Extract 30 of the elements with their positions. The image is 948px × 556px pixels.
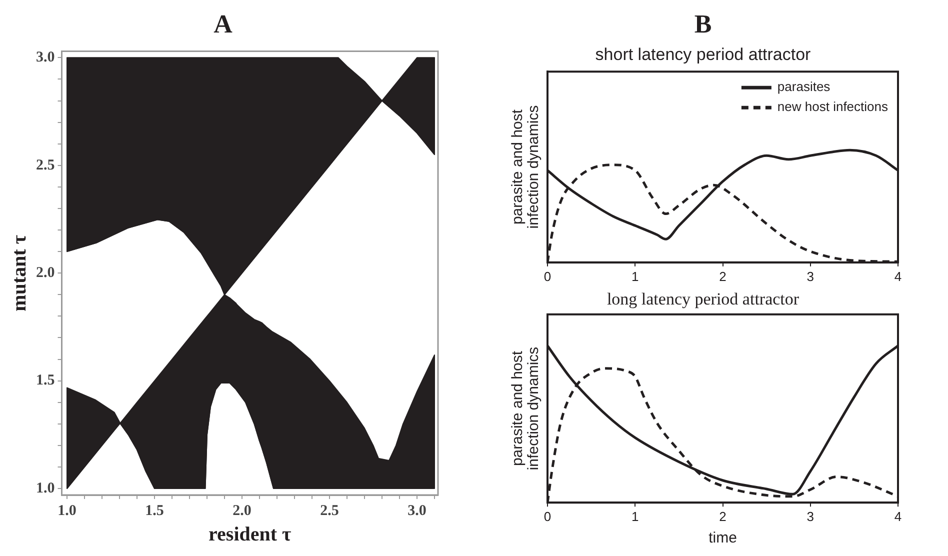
y-axis-title: mutant τ — [8, 234, 31, 312]
chart-title: A — [214, 9, 233, 38]
x-tick-label: 1 — [632, 268, 639, 284]
y-tick-label: 2.5 — [36, 157, 55, 174]
y-axis-title: parasite and host infection dynamics — [509, 346, 542, 470]
x-tick-label: 2 — [719, 509, 726, 524]
chart-title: long latency period attractor — [606, 290, 800, 309]
x-tick-label: 0 — [544, 268, 552, 284]
x-tick-label: 2 — [719, 268, 726, 284]
legend-label: new host infections — [777, 99, 888, 114]
x-tick-label: 0 — [544, 509, 552, 524]
x-tick-label: 1.0 — [58, 502, 76, 519]
x-tick-label: 1 — [632, 509, 639, 524]
x-tick-label: 3.0 — [408, 502, 426, 519]
x-tick-label: 4 — [894, 268, 902, 284]
y-tick-label: 1.0 — [36, 480, 55, 496]
y-axis-title: parasite and host infection dynamics — [509, 105, 542, 229]
x-tick-label: 3 — [806, 268, 814, 284]
legend-label: parasites — [777, 79, 831, 94]
x-tick-label: 2.5 — [320, 502, 339, 519]
x-tick-label: 3 — [806, 509, 814, 524]
x-tick-label: 1.5 — [145, 502, 164, 519]
chart-title: B — [694, 9, 712, 38]
x-axis-title: time — [708, 529, 737, 546]
y-tick-label: 1.5 — [36, 372, 55, 389]
x-axis-title: resident τ — [208, 524, 292, 546]
x-tick-label: 2.0 — [232, 502, 252, 519]
x-tick-label: 4 — [894, 509, 902, 524]
y-tick-label: 3.0 — [36, 50, 55, 66]
chart-subtitle: short latency period attractor — [595, 45, 812, 64]
